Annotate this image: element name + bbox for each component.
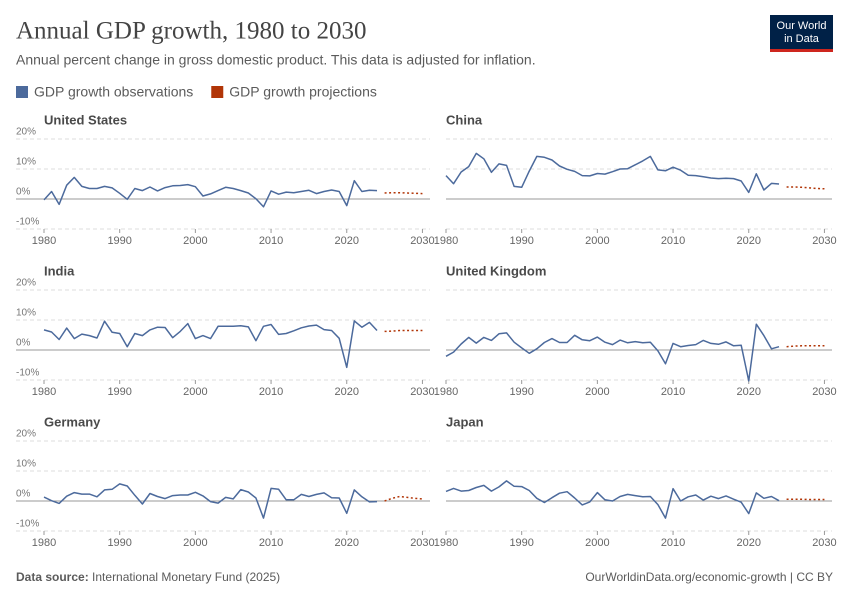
legend-swatch [16,86,28,98]
x-tick-label: 1990 [107,537,131,549]
series-line [446,481,779,518]
x-tick-label: 2020 [737,235,761,247]
x-tick-label: 1990 [509,386,533,398]
x-tick-label: 1980 [434,386,458,398]
x-tick-label: 2030 [812,386,836,398]
series-line [44,321,377,368]
x-tick-label: 1980 [32,235,56,247]
y-tick-label: 10% [16,308,36,319]
x-tick-label: 2010 [661,235,685,247]
legend-label: GDP growth observations [34,84,193,100]
x-tick-label: 2030 [410,537,434,549]
panel-title: Japan [446,414,484,429]
y-tick-label: 0% [16,489,31,500]
x-tick-label: 1980 [32,537,56,549]
source: International Monetary Fund (2025) [92,570,280,584]
x-tick-label: 1980 [434,537,458,549]
x-tick-label: 2000 [585,537,609,549]
footer-credit: OurWorldinData.org/economic-growth | CC … [585,570,833,584]
x-tick-label: 1990 [509,537,533,549]
panel-title: United States [44,112,127,127]
panel-title: United Kingdom [446,263,546,278]
series-line [787,187,825,189]
x-tick-label: 2010 [259,386,283,398]
y-tick-label: 0% [16,338,31,349]
subtitle: Annual percent change in gross domestic … [16,52,536,68]
x-tick-label: 2010 [259,235,283,247]
x-tick-label: 1980 [32,386,56,398]
y-tick-label: 10% [16,157,36,168]
logo-text: in Data [784,33,820,45]
y-tick-label: 0% [16,187,31,198]
x-tick-label: 2000 [183,386,207,398]
y-tick-label: 10% [16,459,36,470]
x-tick-label: 2000 [585,386,609,398]
panel-title: India [44,263,75,278]
x-tick-label: 2000 [183,537,207,549]
x-tick-label: 2030 [812,235,836,247]
x-tick-label: 2010 [661,537,685,549]
y-tick-label: -10% [16,217,39,228]
y-tick-label: 20% [16,127,36,138]
x-tick-label: 2010 [661,386,685,398]
y-tick-label: 20% [16,429,36,440]
panel-title: China [446,112,483,127]
x-tick-label: 2030 [410,386,434,398]
panel-title: Germany [44,414,101,429]
logo-bar [770,49,833,52]
y-tick-label: -10% [16,368,39,379]
series-line [385,497,423,502]
y-tick-label: 20% [16,278,36,289]
x-tick-label: 2000 [183,235,207,247]
y-tick-label: -10% [16,519,39,530]
x-tick-label: 2010 [259,537,283,549]
legend: GDP growth observations GDP growth projec… [16,84,377,100]
series-line [44,177,377,206]
x-tick-label: 2000 [585,235,609,247]
x-tick-label: 1990 [107,386,131,398]
x-tick-label: 2020 [335,537,359,549]
x-tick-label: 2020 [737,386,761,398]
x-tick-label: 2030 [410,235,434,247]
series-line [446,153,779,192]
legend-label: GDP growth projections [229,84,377,100]
x-tick-label: 2020 [335,235,359,247]
series-line [385,193,423,194]
series-line [446,324,779,381]
x-tick-label: 1990 [509,235,533,247]
logo-text: Our World [777,20,827,32]
logo[interactable]: Our World in Data [770,15,833,52]
x-tick-label: 2020 [737,537,761,549]
legend-swatch [211,86,223,98]
title: Annual GDP growth, 1980 to 2030 [16,18,366,45]
x-tick-label: 2030 [812,537,836,549]
x-tick-label: 1990 [107,235,131,247]
footer-source: Data source: International Monetary Fund… [16,570,280,584]
series-line [385,331,423,332]
x-tick-label: 1980 [434,235,458,247]
series-line [787,346,825,347]
x-tick-label: 2020 [335,386,359,398]
source-label: Data source: [16,570,89,584]
